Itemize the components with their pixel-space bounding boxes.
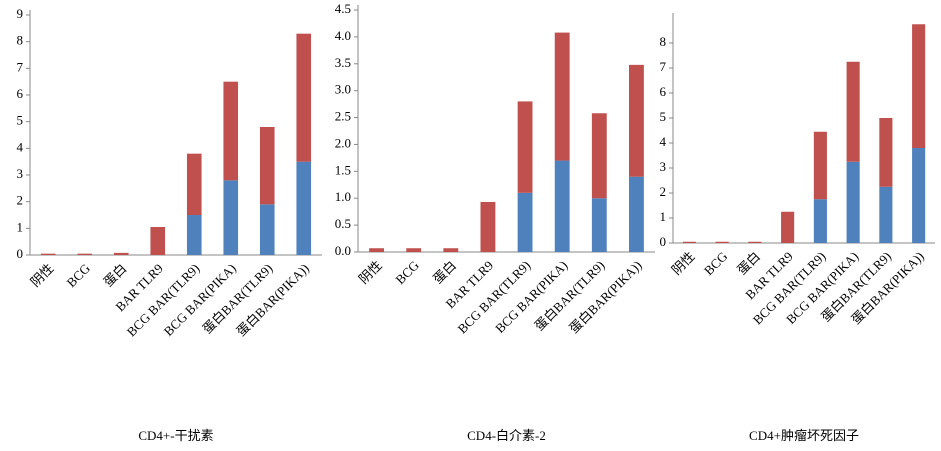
- y-tick-label: 0.5: [335, 216, 351, 231]
- bar-segment: [554, 160, 570, 252]
- x-tick-label: 阴性: [669, 249, 698, 278]
- y-tick-label: 3: [660, 159, 667, 174]
- x-tick-label: 蛋白: [100, 261, 129, 290]
- bar-segment: [517, 192, 533, 252]
- y-tick-label: 9: [17, 6, 24, 21]
- y-tick-label: 4: [17, 139, 24, 154]
- y-tick-label: 5: [660, 109, 667, 124]
- bar-segment: [591, 198, 607, 252]
- bar-segment: [40, 253, 56, 255]
- chart-title: CD4+肿瘤坏死因子: [749, 428, 859, 443]
- y-tick-label: 0.0: [335, 243, 351, 258]
- y-tick-label: 8: [17, 33, 24, 48]
- y-tick-label: 7: [660, 59, 667, 74]
- bar-segment: [748, 241, 762, 243]
- bar-segment: [629, 176, 644, 252]
- y-tick-label: 4.5: [335, 1, 351, 16]
- y-tick-label: 8: [660, 34, 667, 49]
- bar-segment: [259, 127, 275, 205]
- bar-segment: [879, 186, 893, 243]
- bar-segment: [296, 33, 312, 162]
- y-tick-label: 1.0: [335, 189, 351, 204]
- y-tick-label: 5: [17, 113, 24, 128]
- y-tick-label: 6: [17, 86, 24, 101]
- x-tick-label: 蛋白: [734, 249, 763, 278]
- chart-title: CD4-白介素-2: [467, 428, 546, 443]
- y-tick-label: 3.5: [335, 55, 351, 70]
- bar-segment: [813, 131, 827, 200]
- y-tick-label: 2.0: [335, 135, 351, 150]
- bar-segment: [223, 180, 239, 255]
- y-tick-label: 0: [17, 246, 24, 261]
- bar-segment: [682, 241, 696, 243]
- y-tick-label: 4: [660, 134, 667, 149]
- y-tick-label: 7: [17, 59, 24, 74]
- bar-segment: [480, 201, 496, 252]
- y-tick-label: 2: [660, 184, 667, 199]
- bar-segment: [781, 211, 795, 243]
- bar-segment: [77, 253, 93, 255]
- y-tick-label: 3.0: [335, 82, 351, 97]
- bar-segment: [369, 248, 384, 252]
- x-tick-label: BCG: [392, 258, 422, 288]
- bar-segment: [846, 61, 860, 162]
- y-tick-label: 1.5: [335, 162, 351, 177]
- bar-segment: [715, 241, 729, 243]
- y-tick-label: 1: [660, 209, 667, 224]
- bar-segment: [517, 101, 533, 193]
- x-tick-label: 蛋白: [430, 258, 459, 287]
- bar-segment: [223, 81, 239, 181]
- y-tick-label: 1: [17, 219, 24, 234]
- y-tick-label: 4.0: [335, 28, 351, 43]
- x-tick-label: 阴性: [27, 261, 56, 290]
- y-tick-label: 2: [17, 193, 24, 208]
- bar-segment: [406, 248, 422, 252]
- bar-segment: [186, 153, 202, 215]
- bar-segment: [591, 113, 607, 199]
- x-tick-label: 阴性: [356, 258, 385, 287]
- bar-segment: [912, 24, 926, 148]
- y-tick-label: 3: [17, 166, 24, 181]
- bar-segment: [443, 248, 459, 252]
- bar-segment: [846, 161, 860, 243]
- bar-segment: [296, 161, 312, 255]
- x-tick-label: BCG: [63, 261, 93, 291]
- y-tick-label: 0: [660, 234, 667, 249]
- bar-segment: [113, 252, 129, 255]
- y-tick-label: 2.5: [335, 109, 351, 124]
- bar-segment: [629, 64, 644, 177]
- bar-segment: [879, 118, 893, 187]
- bar-segment: [186, 215, 202, 255]
- bar-segment: [912, 148, 926, 243]
- y-tick-label: 6: [660, 84, 667, 99]
- x-tick-label: BCG: [701, 249, 731, 279]
- bar-segment: [554, 32, 570, 161]
- bar-segment: [150, 227, 166, 255]
- chart-title: CD4+-干扰素: [138, 428, 213, 443]
- bar-segment: [259, 204, 275, 255]
- bar-segment: [813, 199, 827, 243]
